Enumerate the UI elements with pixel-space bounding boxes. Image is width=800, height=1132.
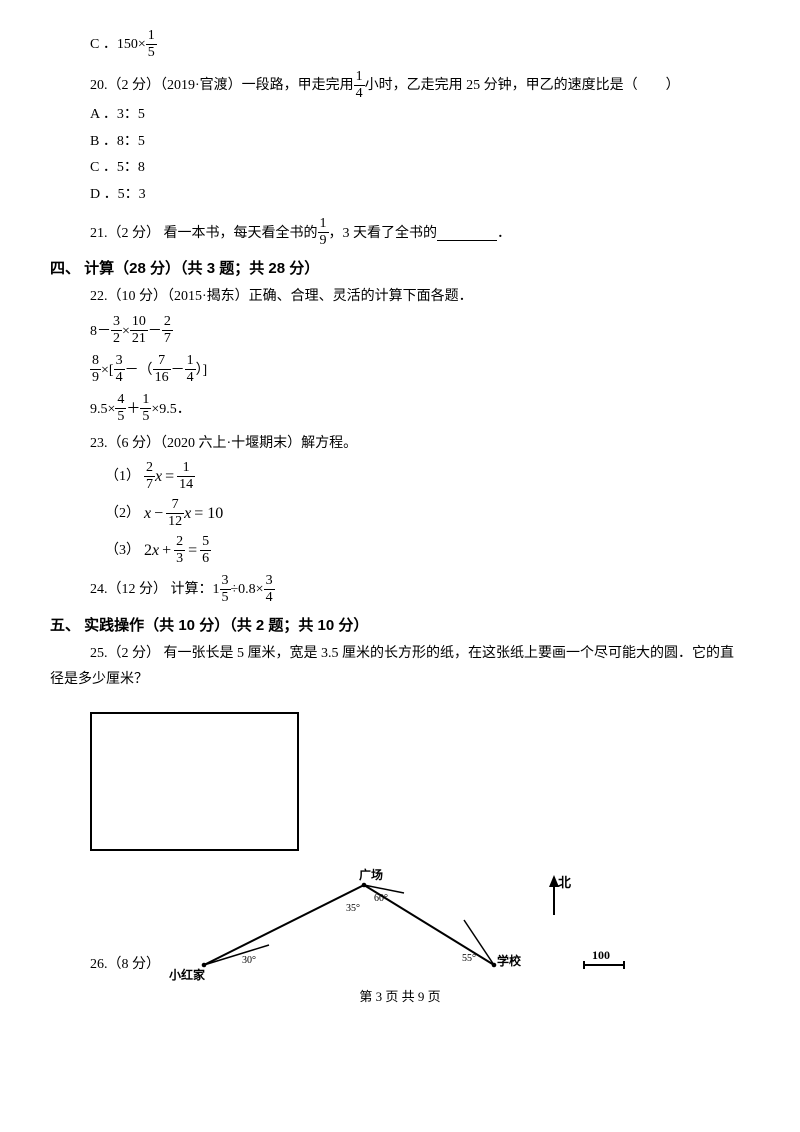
q22-l3a: 9.5× — [90, 397, 115, 424]
section-5-title: 五、 实践操作（共 10 分）（共 2 题；共 10 分） — [50, 612, 750, 641]
fraction-2-7: 27 — [162, 315, 173, 346]
svg-text:30°: 30° — [242, 955, 256, 966]
q22-line3: 9.5× 45 ＋ 15 ×9.5． — [50, 394, 750, 425]
q23-p3-label: （3） — [105, 538, 140, 565]
fraction-1-4: 1 4 — [354, 70, 365, 101]
fraction-3-2: 32 — [111, 315, 122, 346]
fraction-8-9: 89 — [90, 354, 101, 385]
q25-stem-line1: 25.（2 分） 有一张长是 5 厘米，宽是 3.5 厘米的长方形的纸，在这张纸… — [50, 641, 750, 668]
q23-eq3-x: x — [152, 536, 159, 566]
svg-text:广场: 广场 — [359, 867, 383, 882]
q26-label: 26.（8 分） — [90, 952, 160, 979]
q23-eq1-x: x — [155, 462, 162, 492]
q23-eq2-eq: = 10 — [194, 499, 223, 529]
q23-eq1: 27 x = 114 — [144, 462, 195, 493]
q21-b: ，3 天看了全书的 — [329, 221, 438, 248]
q22-l2a: ×[ — [101, 358, 114, 385]
q20-option-d: D ．5：3 — [50, 182, 750, 209]
q21-c: ． — [497, 221, 511, 248]
q23-eq3-plus: + — [162, 536, 171, 566]
map-diagram: 广场 小红家 学校 北 100 60° 35° 30° 55° — [164, 865, 634, 985]
fraction-3-4: 34 — [114, 354, 125, 385]
fraction-2-3: 23 — [174, 535, 185, 566]
fraction-7-16: 716 — [153, 354, 171, 385]
q22-line1: 8－ 32 × 1021 － 27 — [50, 316, 750, 347]
q23-p1-label: （1） — [105, 464, 140, 491]
q23-part3: （3） 2 x + 23 = 56 — [50, 536, 750, 567]
q21-stem: 21.（2 分） 看一本书，每天看全书的 1 9 ，3 天看了全书的 ． — [50, 218, 750, 249]
q22-l1a: 8－ — [90, 319, 111, 346]
svg-text:100: 100 — [592, 948, 610, 962]
q21-a: 21.（2 分） 看一本书，每天看全书的 — [90, 221, 318, 248]
q23-eq2-x2: x — [184, 499, 191, 529]
q22-l2b: －（ — [125, 358, 153, 385]
q23-eq2-x: x — [144, 499, 151, 529]
fraction-1-5: 1 5 — [146, 29, 157, 60]
q20-stem: 20.（2 分）（2019·官渡）一段路，甲走完用 1 4 小时，乙走完用 25… — [50, 71, 750, 102]
q23-eq3-2x: 2 — [144, 536, 152, 566]
fraction-10-21: 1021 — [130, 315, 148, 346]
q24-stem: 24.（12 分） 计算：1 35 ÷0.8× 34 — [50, 575, 750, 606]
fraction-1-5b: 15 — [140, 393, 151, 424]
fraction-7-12: 712 — [166, 498, 184, 529]
q23-eq3-eq: = — [188, 536, 197, 566]
q22-l3b: ＋ — [126, 397, 140, 424]
q22-stem: 22.（10 分）（2015·揭东）正确、合理、灵活的计算下面各题． — [50, 284, 750, 311]
q23-eq3: 2 x + 23 = 56 — [144, 536, 211, 567]
svg-text:北: 北 — [558, 875, 571, 890]
q20-option-c: C ．5：8 — [50, 155, 750, 182]
q23-p2-label: （2） — [105, 501, 140, 528]
q22-line2: 89 ×[ 34 －（ 716 － 14 ）] — [50, 355, 750, 386]
fraction-3-4b: 34 — [264, 574, 275, 605]
q25-stem-line2: 径是多少厘米？ — [50, 667, 750, 694]
q23-part1: （1） 27 x = 114 — [50, 462, 750, 493]
q20-option-a: A ．3：5 — [50, 102, 750, 129]
svg-text:小红家: 小红家 — [169, 967, 206, 982]
q24-a: 24.（12 分） 计算：1 — [90, 577, 220, 604]
svg-text:学校: 学校 — [497, 953, 522, 968]
q20-option-b: B ．8：5 — [50, 129, 750, 156]
fraction-2-7x: 27 — [144, 461, 155, 492]
page-footer: 第 3 页 共 9 页 — [50, 985, 750, 1010]
fraction-1-14: 114 — [177, 461, 195, 492]
q23-part2: （2） x − 712 x = 10 — [50, 499, 750, 530]
q22-l1b: × — [122, 319, 130, 346]
q22-l1c: － — [148, 319, 162, 346]
q23-stem: 23.（6 分）（2020 六上·十堰期末）解方程。 — [50, 431, 750, 458]
exam-page: C ．150× 1 5 20.（2 分）（2019·官渡）一段路，甲走完用 1 … — [0, 0, 800, 1132]
q20-stem-b: 小时，乙走完用 25 分钟，甲乙的速度比是（ ） — [365, 73, 680, 100]
fraction-1-9: 1 9 — [318, 217, 329, 248]
q23-eq2: x − 712 x = 10 — [144, 499, 226, 530]
q19-option-c: C ．150× 1 5 — [50, 30, 750, 61]
svg-text:60°: 60° — [374, 893, 388, 904]
q23-eq1-eq: = — [165, 462, 174, 492]
q23-eq2-minus: − — [154, 499, 163, 529]
svg-text:55°: 55° — [462, 953, 476, 964]
fraction-5-6: 56 — [200, 535, 211, 566]
fraction-4-5: 45 — [115, 393, 126, 424]
fraction-1-4b: 14 — [185, 354, 196, 385]
svg-text:35°: 35° — [346, 903, 360, 914]
q22-l3c: ×9.5． — [151, 397, 190, 424]
section-4-title: 四、 计算（28 分）（共 3 题；共 28 分） — [50, 255, 750, 284]
q22-l2c: － — [171, 358, 185, 385]
q22-l2d: ）] — [196, 358, 208, 385]
answer-rectangle[interactable] — [90, 712, 299, 851]
fill-blank[interactable] — [437, 226, 497, 241]
q19c-prefix: C ．150× — [90, 32, 146, 59]
q24-b: ÷0.8× — [231, 577, 264, 604]
fraction-3-5: 35 — [220, 574, 231, 605]
q20-stem-a: 20.（2 分）（2019·官渡）一段路，甲走完用 — [90, 73, 354, 100]
q26-row: 26.（8 分） 广场 小红家 学校 北 100 60° — [50, 865, 750, 985]
